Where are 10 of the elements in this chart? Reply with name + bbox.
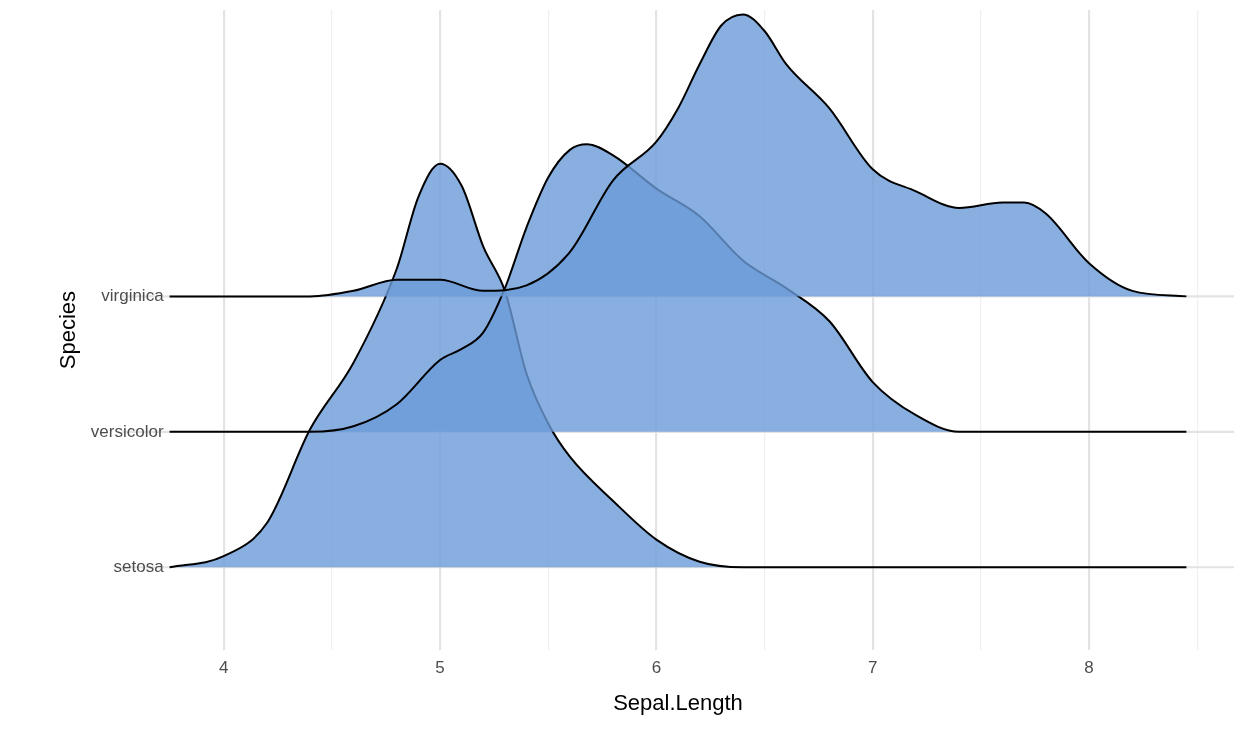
x-axis-title: Sepal.Length <box>613 689 743 715</box>
series-label: virginica <box>101 286 165 306</box>
series-label: versicolor <box>90 421 164 441</box>
series-label: setosa <box>113 556 165 576</box>
x-tick-label: 5 <box>435 658 445 678</box>
x-tick-label: 7 <box>867 658 878 678</box>
x-tick-label: 4 <box>218 658 229 678</box>
x-tick-label: 6 <box>651 658 662 678</box>
x-tick-label: 8 <box>1084 658 1094 678</box>
y-axis-title: Species <box>54 290 80 370</box>
